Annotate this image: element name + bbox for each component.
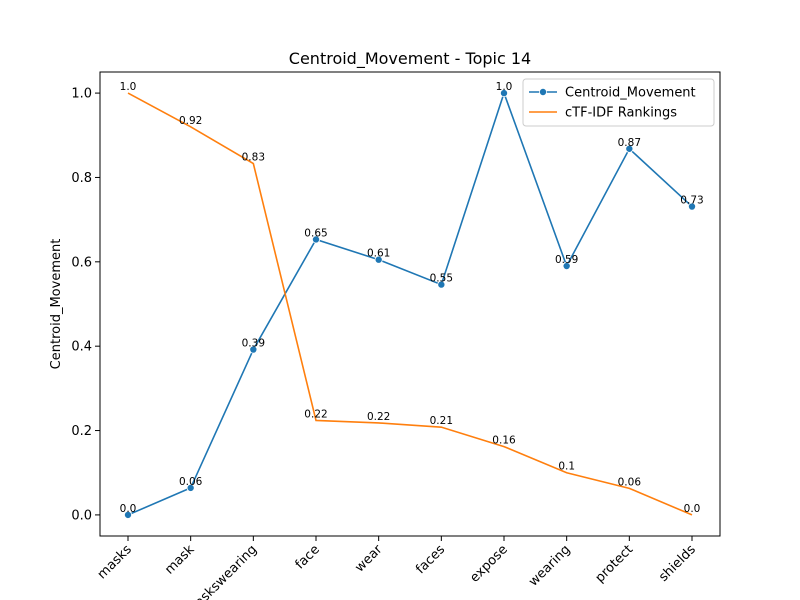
- data-label: 0.0: [120, 503, 137, 515]
- y-tick-label: 0.4: [71, 340, 92, 355]
- data-label: 1.0: [120, 81, 137, 93]
- data-label: 0.59: [555, 254, 578, 266]
- legend-box: [522, 78, 715, 127]
- data-label: 0.16: [492, 435, 516, 447]
- data-label: 0.83: [242, 152, 265, 164]
- legend: Centroid_Movement cTF-IDF Rankings: [522, 78, 715, 127]
- data-label: 0.92: [179, 115, 202, 127]
- data-point: [249, 345, 258, 354]
- data-label: 0.61: [367, 248, 390, 260]
- data-label: 0.65: [304, 227, 327, 239]
- plot-frame: [99, 71, 721, 537]
- data-label: 0.1: [558, 461, 575, 473]
- data-point: [688, 202, 697, 211]
- y-tick-label: 0.8: [71, 171, 92, 186]
- legend-label-1: cTF-IDF Rankings: [565, 106, 677, 121]
- data-label: 0.22: [304, 408, 327, 420]
- legend-label-0: Centroid_Movement: [565, 86, 696, 101]
- data-label: 0.73: [680, 195, 703, 207]
- data-point: [562, 262, 571, 271]
- data-label: 0.21: [430, 415, 453, 427]
- chart-title: Centroid_Movement - Topic 14: [289, 49, 531, 69]
- data-label: 0.55: [430, 273, 453, 285]
- legend-marker-0: [539, 88, 548, 97]
- series-line-1: [127, 92, 693, 516]
- data-point: [437, 280, 446, 289]
- data-label: 0.06: [618, 476, 642, 488]
- data-point: [374, 255, 383, 264]
- data-label: 0.22: [367, 411, 390, 423]
- y-tick-label: 0.6: [71, 255, 92, 270]
- data-label: 0.06: [179, 476, 203, 488]
- y-axis-label: Centroid_Movement: [49, 239, 64, 370]
- data-label: 0.0: [684, 503, 701, 515]
- y-tick-label: 1.0: [71, 87, 92, 102]
- data-label: 0.39: [242, 338, 265, 350]
- y-tick-label: 0.2: [71, 424, 92, 439]
- y-tick-label: 0.0: [71, 508, 92, 523]
- data-point: [124, 510, 133, 519]
- data-point: [625, 144, 634, 153]
- data-point: [311, 235, 320, 244]
- data-label: 1.0: [496, 81, 513, 93]
- data-point: [186, 483, 195, 492]
- data-point: [499, 89, 508, 98]
- series-line-0: [127, 90, 693, 516]
- data-label: 0.87: [618, 137, 641, 149]
